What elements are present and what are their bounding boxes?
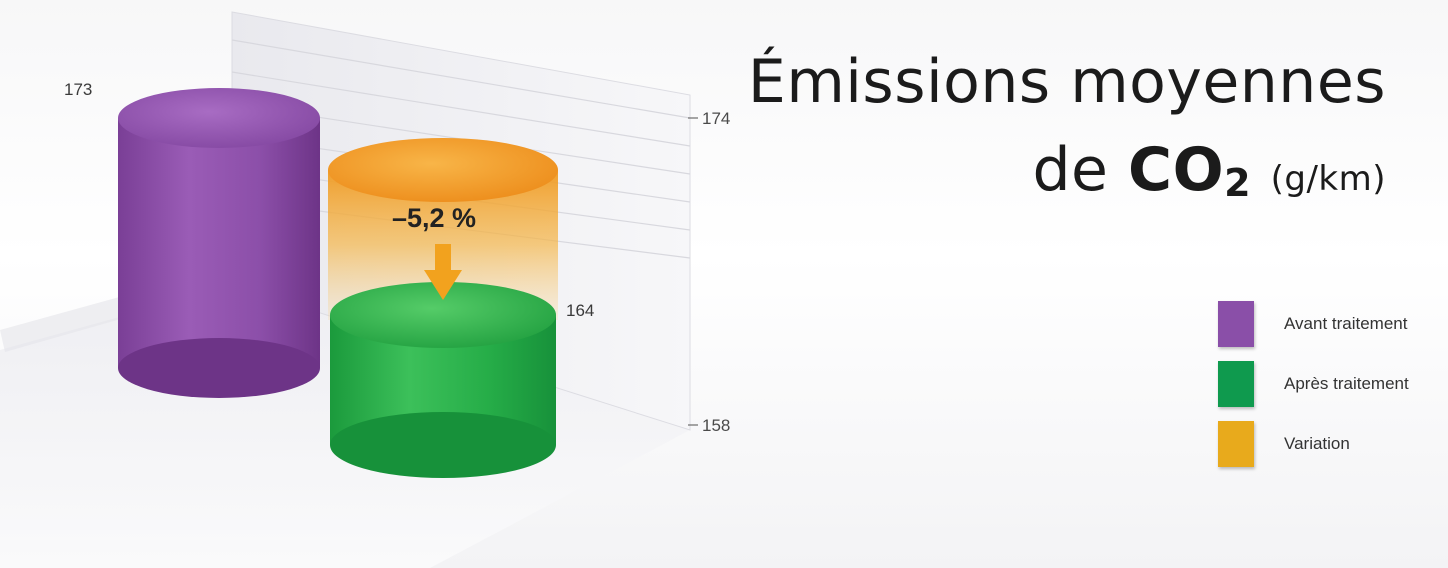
chem-main: CO — [1128, 135, 1225, 205]
legend-swatch-apres — [1218, 361, 1254, 407]
legend: Avant traitement Après traitement Variat… — [1218, 300, 1409, 480]
tick-label-158: 158 — [702, 416, 730, 435]
bar-avant-body — [118, 118, 320, 368]
variation-arrow — [424, 244, 462, 300]
variation-label: –5,2 % — [392, 203, 476, 233]
bar-avant-traitement — [118, 88, 320, 398]
legend-swatch-avant — [1218, 301, 1254, 347]
bar-apres-top — [330, 282, 556, 348]
bar-variation-top — [328, 138, 558, 202]
legend-item-variation: Variation — [1218, 420, 1409, 468]
legend-swatch-variation — [1218, 421, 1254, 467]
value-label-apres: 164 — [566, 301, 594, 320]
legend-item-apres: Après traitement — [1218, 360, 1409, 408]
bar-avant-bottom — [118, 338, 320, 398]
bar-apres-bottom — [330, 412, 556, 478]
bar-apres-traitement — [330, 282, 556, 478]
legend-item-avant: Avant traitement — [1218, 300, 1409, 348]
chem-subscript: 2 — [1224, 161, 1252, 205]
legend-label-apres: Après traitement — [1284, 374, 1409, 393]
chem-formula: CO2 — [1128, 135, 1251, 205]
legend-label-variation: Variation — [1284, 434, 1350, 453]
title-prefix: de — [1032, 135, 1129, 205]
chart-title-line2: de CO2 (g/km) — [1032, 140, 1386, 202]
legend-label-avant: Avant traitement — [1284, 314, 1408, 333]
chart-title-line1: Émissions moyennes — [747, 47, 1386, 117]
value-label-avant: 173 — [64, 80, 92, 99]
title-unit: (g/km) — [1270, 159, 1386, 199]
tick-label-174: 174 — [702, 109, 730, 128]
bar-avant-top — [118, 88, 320, 148]
